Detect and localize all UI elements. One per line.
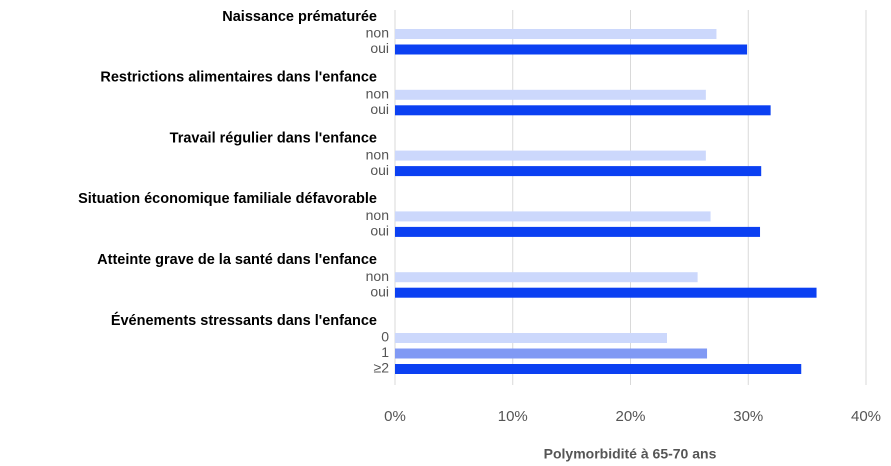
bar — [395, 166, 762, 177]
bar — [395, 348, 708, 359]
group-title: Travail régulier dans l'enfance — [170, 130, 377, 146]
bar — [395, 105, 771, 116]
category-label: oui — [370, 101, 389, 117]
category-label: oui — [370, 283, 389, 299]
bar — [395, 287, 817, 298]
category-label: non — [366, 268, 389, 284]
category-label: oui — [370, 223, 389, 239]
category-label: oui — [370, 40, 389, 56]
bar — [395, 29, 717, 39]
category-label: non — [366, 86, 389, 102]
x-tick-label: 40% — [851, 408, 881, 425]
group-title: Événements stressants dans l'enfance — [111, 312, 377, 329]
bar — [395, 44, 748, 55]
bar — [395, 226, 761, 237]
bar — [395, 333, 668, 343]
x-axis-label: Polymorbidité à 65-70 ans — [544, 446, 717, 462]
x-tick-label: 30% — [733, 408, 763, 425]
bar — [395, 89, 706, 100]
category-label: ≥2 — [374, 360, 390, 376]
x-tick-label: 20% — [615, 408, 645, 425]
category-label: non — [366, 25, 389, 41]
bar — [395, 211, 711, 222]
bar — [395, 150, 706, 161]
category-label: 0 — [381, 329, 389, 345]
category-label: non — [366, 207, 389, 223]
x-tick-label: 10% — [498, 408, 528, 425]
category-label: 1 — [381, 344, 389, 360]
x-tick-label: 0% — [384, 408, 406, 425]
group-title: Restrictions alimentaires dans l'enfance — [100, 70, 377, 86]
bar — [395, 364, 802, 374]
category-label: non — [366, 146, 389, 162]
group-title: Situation économique familiale défavorab… — [78, 191, 377, 207]
category-label: oui — [370, 162, 389, 178]
group-title: Atteinte grave de la santé dans l'enfanc… — [97, 252, 377, 268]
bar — [395, 272, 698, 283]
group-title: Naissance prématurée — [222, 9, 377, 25]
